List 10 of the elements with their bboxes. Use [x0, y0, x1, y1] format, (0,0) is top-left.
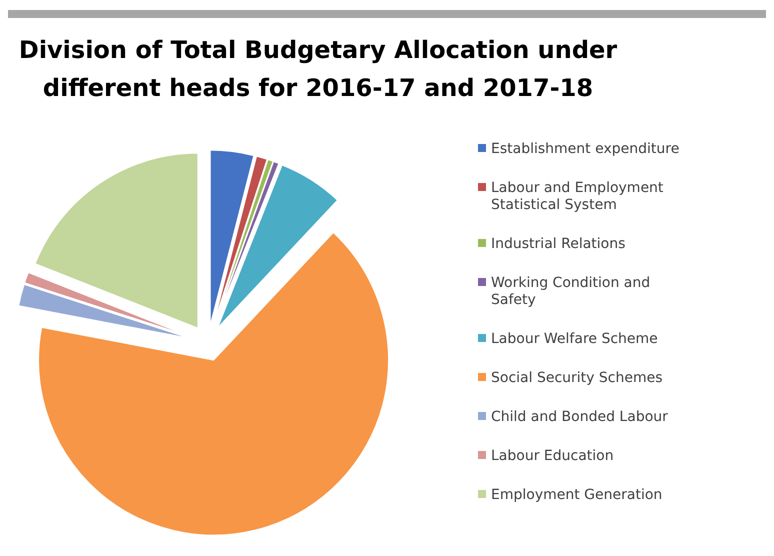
legend-label: Labour Education	[491, 448, 614, 464]
legend-label: Establishment expenditure	[491, 141, 680, 157]
legend-label: Social Security Schemes	[491, 370, 663, 386]
legend-label: Working Condition and Safety	[491, 275, 650, 308]
legend-label: Industrial Relations	[491, 236, 626, 252]
legend-label: Child and Bonded Labour	[491, 409, 668, 425]
legend-label: Employment Generation	[491, 487, 662, 503]
legend-label: Labour Welfare Scheme	[491, 331, 658, 347]
legend-label: Labour and Employment Statistical System	[491, 180, 664, 213]
chart-title: Division of Total Budgetary Allocation under different heads for 2016-17 and 2017-18	[18, 36, 618, 102]
